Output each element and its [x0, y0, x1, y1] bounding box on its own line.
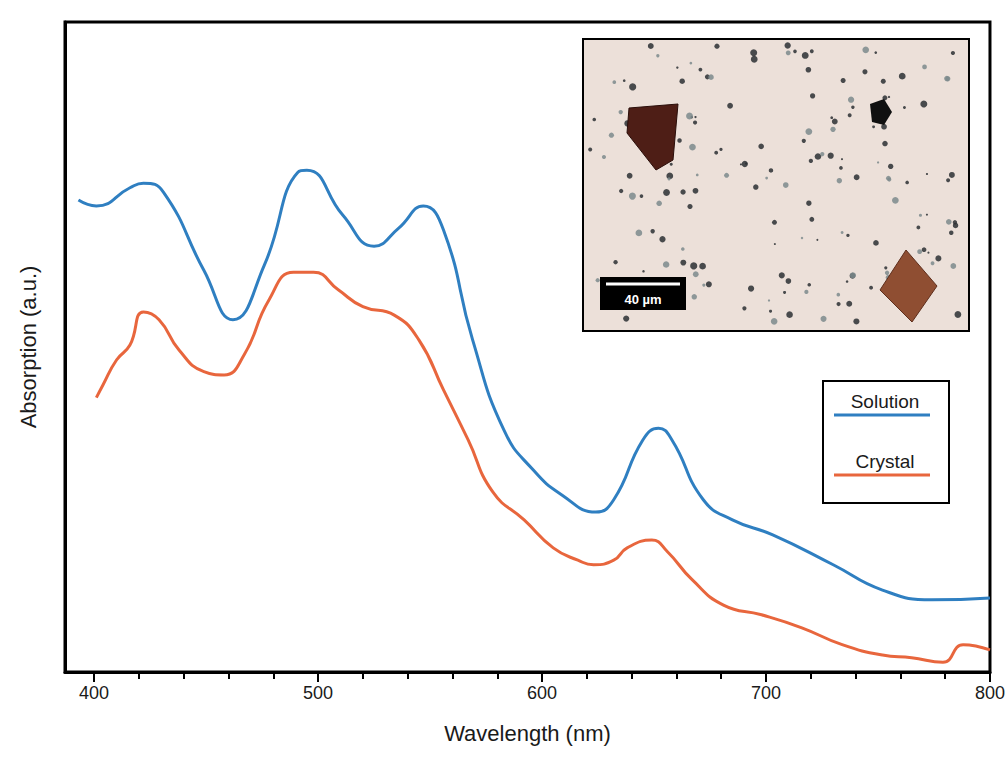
svg-text:700: 700	[751, 683, 781, 703]
svg-text:Crystal: Crystal	[855, 451, 914, 472]
svg-text:Absorption (a.u.): Absorption (a.u.)	[16, 266, 41, 429]
svg-text:800: 800	[975, 683, 1005, 703]
svg-text:40 µm: 40 µm	[624, 292, 661, 307]
svg-text:Wavelength (nm): Wavelength (nm)	[444, 721, 611, 746]
svg-text:400: 400	[79, 683, 109, 703]
svg-text:500: 500	[303, 683, 333, 703]
svg-text:Solution: Solution	[851, 391, 920, 412]
svg-text:600: 600	[527, 683, 557, 703]
